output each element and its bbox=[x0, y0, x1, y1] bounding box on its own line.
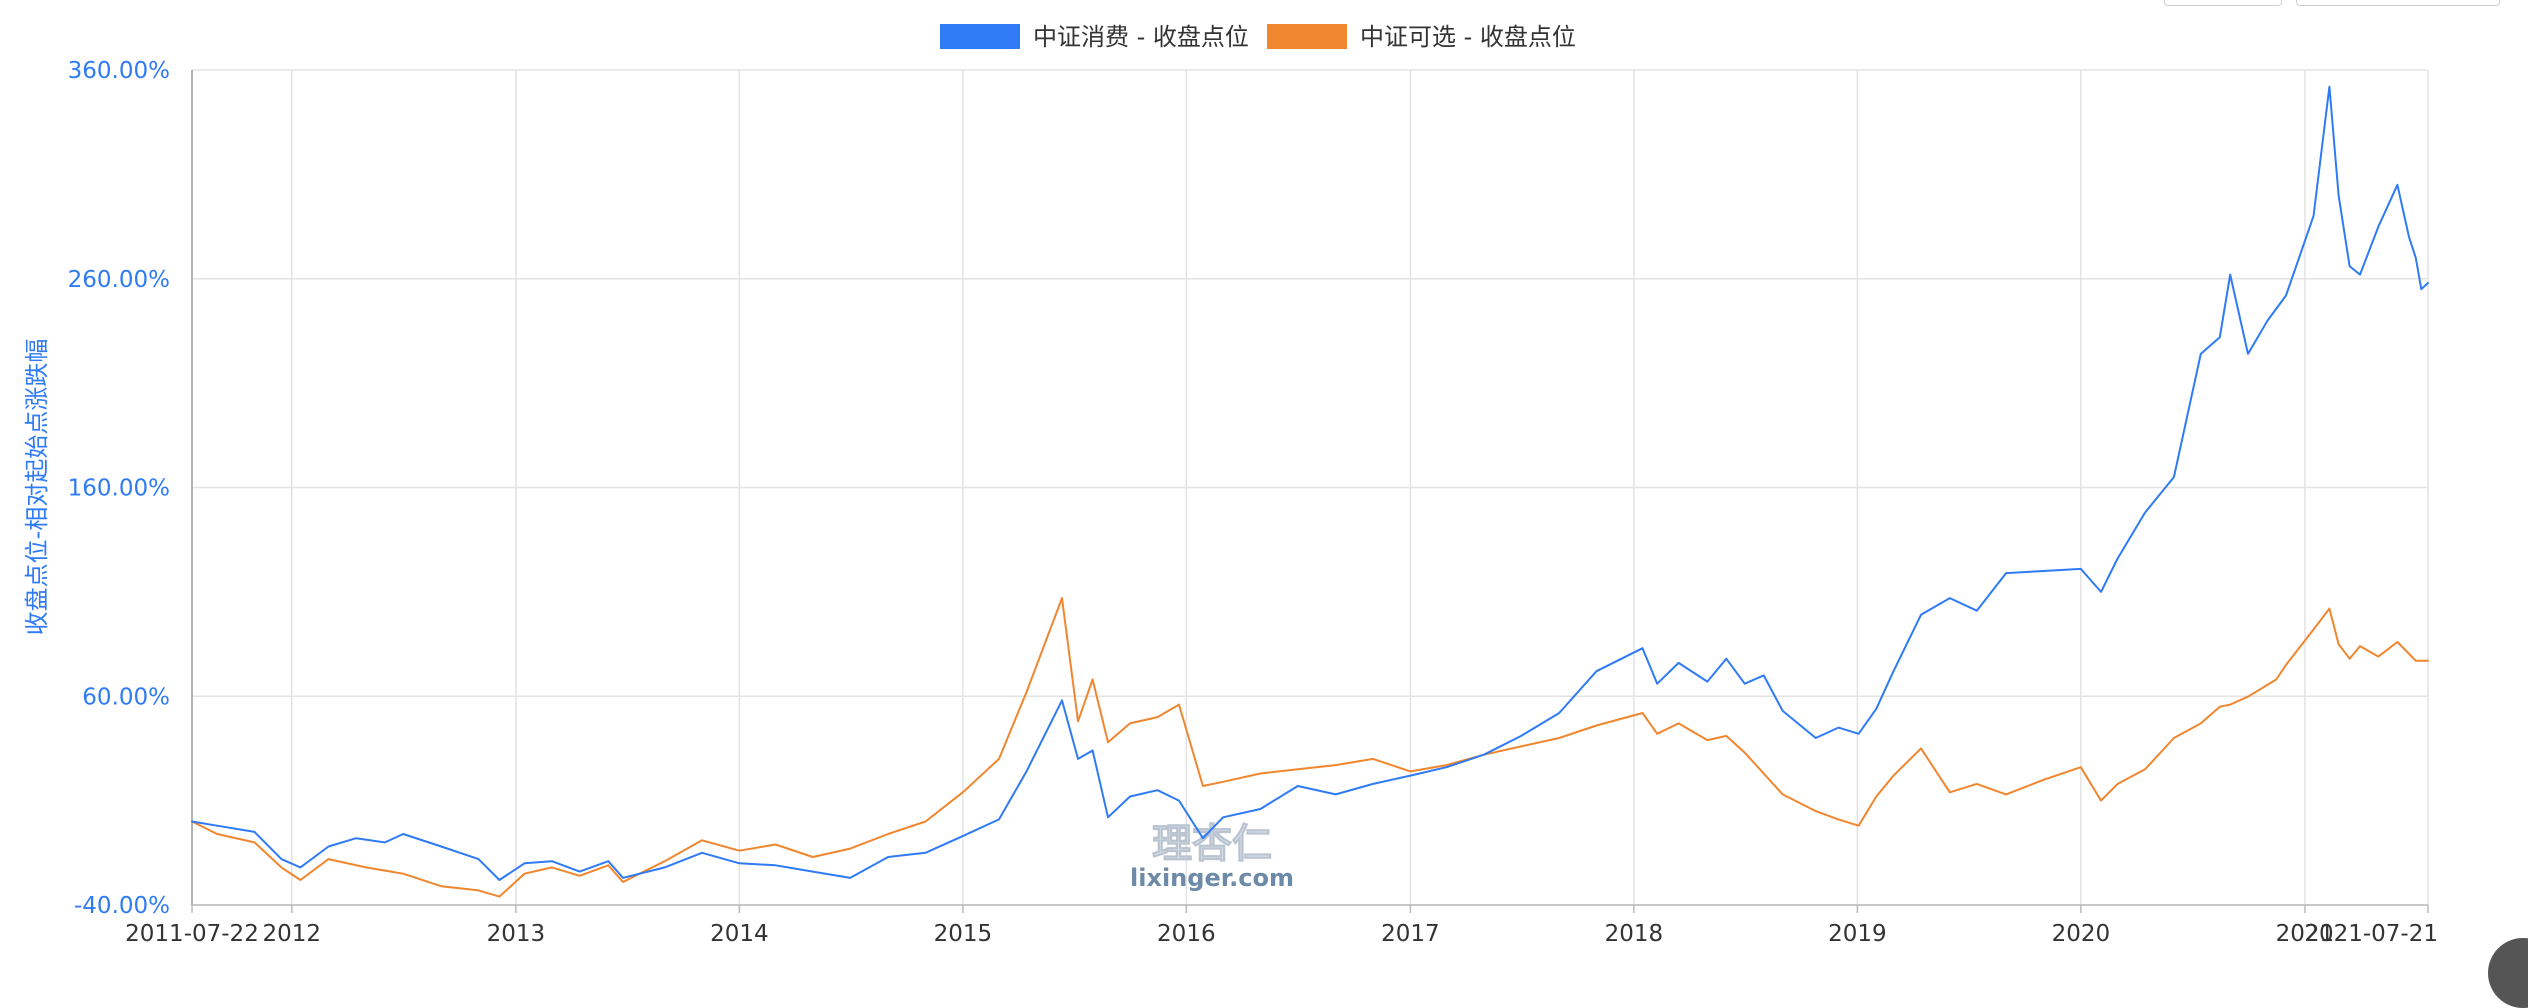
x-tick-label: 2021 bbox=[2276, 921, 2335, 947]
x-tick-label: 2018 bbox=[1605, 921, 1664, 947]
y-tick-label: -40.00% bbox=[74, 893, 170, 919]
y-axis-title: 收盘点位-相对起始点涨跌幅 bbox=[23, 339, 51, 636]
x-tick-label: 2011-07-22 bbox=[125, 921, 259, 947]
grid-layer bbox=[192, 69, 2429, 906]
watermark: 理杏仁 lixinger.com bbox=[1130, 821, 1294, 893]
series-line-1[interactable] bbox=[191, 597, 2429, 898]
chart-svg: 360.00% 260.00% 160.00% 60.00% -40.00%2011-0… bbox=[23, 23, 2438, 947]
x-tick-label: 2016 bbox=[1157, 921, 1216, 947]
chart-root: 360.00% 260.00% 160.00% 60.00% -40.00% 2011-0… bbox=[23, 0, 2528, 1008]
series-line-0[interactable] bbox=[191, 85, 2429, 881]
x-tick-label: 2019 bbox=[1828, 921, 1887, 947]
y-tick-label: 160.00% bbox=[68, 476, 170, 502]
legend-label-discretionary[interactable]: 中证可选 - 收盘点位 bbox=[1360, 23, 1576, 51]
axis-layer: 360.00% 260.00% 160.00% 60.00% -40.00%2011-0… bbox=[68, 58, 2438, 947]
legend-swatch-consumer[interactable] bbox=[940, 24, 1020, 49]
y-tick-label: 60.00% bbox=[82, 684, 170, 710]
x-tick-label: 2020 bbox=[2052, 921, 2111, 947]
series-layer bbox=[191, 85, 2429, 898]
top-control-right[interactable] bbox=[2296, 0, 2500, 6]
y-tick-label: 260.00% bbox=[68, 267, 170, 293]
legend-label-consumer[interactable]: 中证消费 - 收盘点位 bbox=[1033, 23, 1249, 51]
legend-swatch-discretionary[interactable] bbox=[1267, 24, 1347, 49]
x-tick-label: 2013 bbox=[487, 921, 546, 947]
x-tick-label: 2014 bbox=[710, 921, 769, 947]
x-tick-label: 2012 bbox=[263, 921, 322, 947]
x-tick-label: 2021-07-21 bbox=[2304, 921, 2438, 947]
legend: 中证消费 - 收盘点位 中证可选 - 收盘点位 bbox=[940, 23, 1576, 51]
y-tick-label: 360.00% bbox=[68, 58, 170, 84]
x-tick-label: 2015 bbox=[934, 921, 993, 947]
top-control-left[interactable] bbox=[2164, 0, 2282, 6]
watermark-en: lixinger.com bbox=[1130, 864, 1294, 892]
x-tick-label: 2017 bbox=[1381, 921, 1440, 947]
